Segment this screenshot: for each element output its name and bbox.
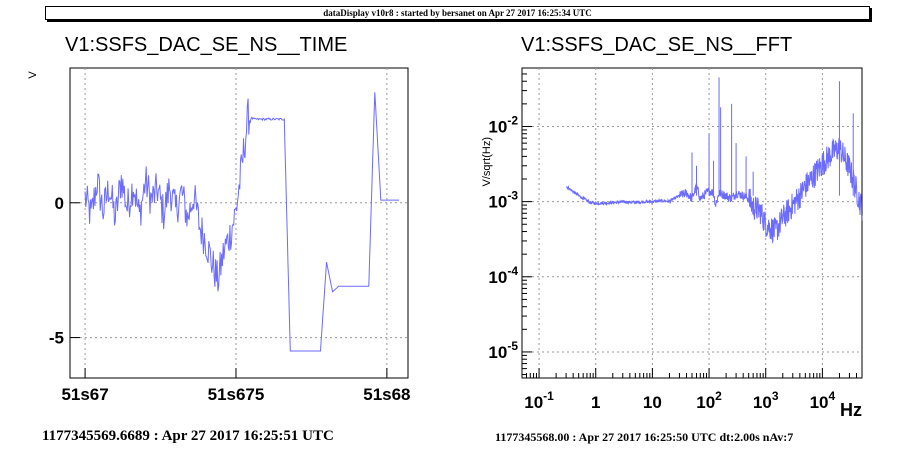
fft-y-tick-label: 10-2	[488, 113, 518, 136]
time-series-line	[84, 92, 399, 352]
fft-plot-frame	[521, 67, 863, 379]
time-plot-footer: 1177345569.6689 : Apr 27 2017 16:25:51 U…	[42, 428, 334, 444]
time-plot-title: V1:SSFS_DAC_SE_NS__TIME	[65, 34, 348, 56]
fft-y-tick-label: 10-4	[488, 264, 518, 287]
time-y-axis-label: V	[27, 71, 39, 79]
time-y-tick-label: 0	[55, 194, 64, 213]
fft-series-line	[565, 137, 863, 244]
time-plot-frame	[69, 67, 409, 379]
time-x-tick-label: 51s67	[61, 385, 108, 404]
fft-x-tick-label: 102	[696, 389, 722, 412]
time-y-tick-label: -5	[49, 329, 64, 348]
fft-y-axis-label: V/sqrt(Hz)	[481, 137, 493, 187]
time-plot: 51s67 51s675 51s68 0 -5 V	[27, 67, 411, 404]
fft-x-tick-label: 10-1	[524, 389, 554, 412]
fft-plot-title: V1:SSFS_DAC_SE_NS__FFT	[521, 34, 793, 56]
time-x-tick-label: 51s68	[363, 385, 410, 404]
fft-plot: 10-1 1 10 102 103 104 10-2 10-3 10-4 10-5 V/sqrt(H…	[481, 67, 863, 420]
fft-x-tick-label: 103	[753, 389, 779, 412]
fft-y-tick-label: 10-3	[488, 189, 518, 212]
fft-y-tick-label: 10-5	[488, 339, 518, 362]
fft-x-tick-label: 1	[591, 393, 600, 412]
time-x-tick-label: 51s675	[208, 385, 265, 404]
fft-x-tick-label: 10	[643, 393, 662, 412]
fft-x-tick-label: 104	[810, 389, 836, 412]
app-banner: dataDisplay v10r8 : started by bersanet …	[45, 6, 870, 20]
fft-plot-footer: 1177345568.00 : Apr 27 2017 16:25:50 UTC…	[495, 430, 794, 444]
fft-x-axis-label: Hz	[840, 400, 862, 420]
